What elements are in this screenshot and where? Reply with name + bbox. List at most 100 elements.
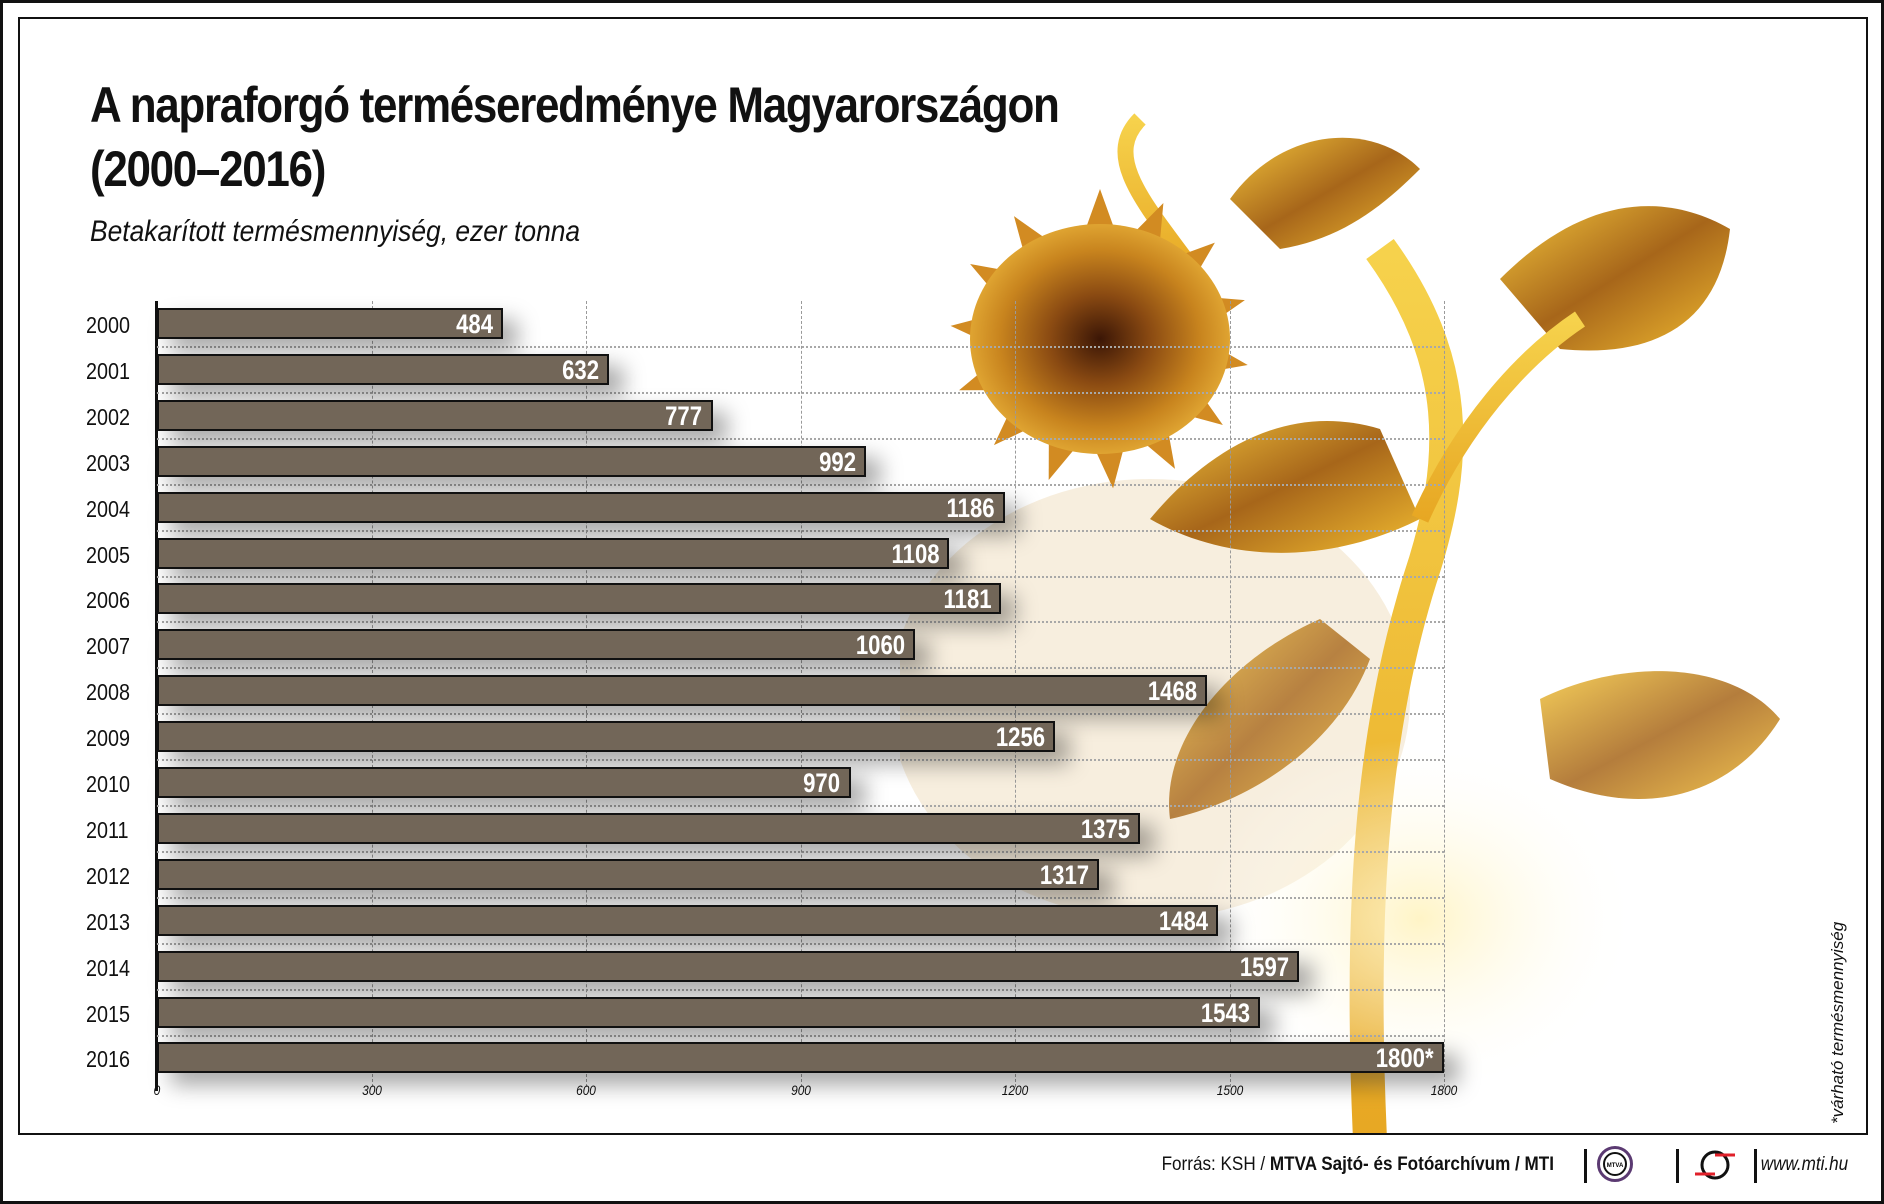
year-label: 2009 [86,725,131,752]
bar-row: 2011 1375 [20,812,1866,847]
year-label: 2001 [86,357,131,384]
bar: 1181 [157,583,1002,615]
bar: 970 [157,767,851,798]
bar-chart: 0 300 600 900 1200 1500 1800 2000 484 2001 632 2002… [20,19,1866,1133]
grid-line-vertical [1444,301,1445,1087]
bar-row: 2008 1468 [20,675,1866,709]
x-tick-label: 1200 [1001,1082,1029,1098]
bar-row: 2002 777 [20,399,1866,434]
year-label: 2006 [86,587,131,614]
grid-line-horizontal [157,850,1444,853]
x-tick-label: 600 [576,1082,596,1098]
bar-value-label: 970 [803,768,841,798]
x-tick-label: 900 [790,1082,811,1098]
grid-line-horizontal [157,805,1444,807]
year-label: 2015 [86,1000,131,1027]
x-tick-label: 1500 [1216,1082,1243,1098]
bar-value-label: 1543 [1200,997,1251,1028]
x-tick-label: 300 [361,1082,382,1098]
bar-value-label: 777 [665,400,703,431]
footnote-expected-yield: *várható termésmennyiség [1828,921,1847,1124]
grid-line-horizontal [157,346,1444,348]
bar: 1256 [157,721,1056,753]
bar-value-label: 992 [819,446,857,477]
bar: 1468 [157,675,1207,707]
bar-value-label: 632 [561,354,599,385]
bar-value-label: 1186 [946,492,995,523]
y-axis-line [155,301,158,1091]
year-label: 2011 [86,816,129,843]
bar-value-label: 1468 [1147,676,1197,707]
grid-line-horizontal [157,1034,1444,1037]
bar: 1543 [157,996,1261,1028]
bar: 1597 [157,950,1299,982]
bar-row: 2001 632 [20,353,1866,388]
grid-line-horizontal [157,437,1444,440]
bar-value-label: 1800* [1376,1043,1434,1074]
bar-value-label: 1597 [1239,951,1289,982]
bar: 484 [157,308,504,339]
year-label: 2008 [86,679,131,706]
chart-title: A napraforgó terméseredménye Magyarorszá… [90,73,1060,201]
bar-value-label: 484 [456,309,494,339]
source-credit: Forrás: KSH / MTVA Sajtó- és Fotóarchívu… [1162,1154,1554,1176]
year-label: 2007 [86,633,131,660]
bar-value-label: 1256 [995,722,1046,753]
year-label: 2016 [86,1046,131,1073]
bar-row: 2015 1543 [20,996,1866,1031]
title-line-2: (2000–2016) [90,141,326,197]
bar: 1108 [157,537,950,569]
bar-row: 2004 1186 [20,491,1866,526]
grid-line-horizontal [157,942,1444,945]
bar-row: 2007 1060 [20,629,1866,663]
grid-line-horizontal [157,759,1444,762]
infographic-panel: A napraforgó terméseredménye Magyarorszá… [18,17,1868,1135]
bar-value-label: 1060 [855,630,905,661]
grid-line-horizontal [157,667,1444,670]
website-url[interactable]: www.mti.hu [1760,1154,1848,1175]
grid-line-horizontal [157,483,1444,486]
grid-line-horizontal [157,575,1444,578]
bar-row: 2006 1181 [20,583,1866,617]
bar: 1317 [157,858,1099,890]
bar: 1484 [157,904,1219,936]
bar: 1800* [157,1042,1444,1074]
bar-row: 2016 1800* [20,1042,1866,1076]
year-label: 2000 [86,312,131,338]
year-label: 2003 [86,449,131,476]
grid-line-horizontal [157,621,1444,624]
year-label: 2002 [86,403,131,430]
grid-line-horizontal [157,529,1444,532]
x-tick-label: 1800 [1430,1082,1458,1098]
bar: 777 [157,399,713,431]
year-label: 2013 [86,908,131,935]
grid-line-horizontal [157,391,1444,394]
year-label: 2010 [86,771,131,797]
bar-row: 2009 1256 [20,721,1866,755]
bar: 992 [157,445,867,477]
year-label: 2012 [86,862,131,889]
grid-line-horizontal [157,713,1444,716]
year-label: 2014 [86,954,131,981]
bar-row: 2014 1597 [20,950,1866,985]
bar-row: 2013 1484 [20,904,1866,939]
bar: 1060 [157,629,915,661]
bar-value-label: 1317 [1039,859,1089,890]
bar-row: 2003 992 [20,445,1866,480]
source-prefix: Forrás: KSH / [1161,1154,1270,1175]
footer: Forrás: KSH / MTVA Sajtó- és Fotóarchívu… [0,1134,1884,1198]
year-label: 2005 [86,541,131,568]
divider [1676,1149,1679,1183]
bar-value-label: 1375 [1080,813,1131,844]
bar-row: 2000 484 [20,308,1866,342]
mti-logo-icon [1695,1150,1735,1180]
grid-line-horizontal [157,988,1444,991]
x-tick-label: 0 [153,1082,161,1098]
bar-value-label: 1108 [891,538,940,569]
bar-row: 2012 1317 [20,858,1866,893]
year-label: 2004 [86,495,131,522]
source-agency: MTVA Sajtó- és Fotóarchívum / MTI [1269,1154,1554,1175]
divider [1754,1149,1757,1183]
bar: 1186 [157,491,1005,523]
